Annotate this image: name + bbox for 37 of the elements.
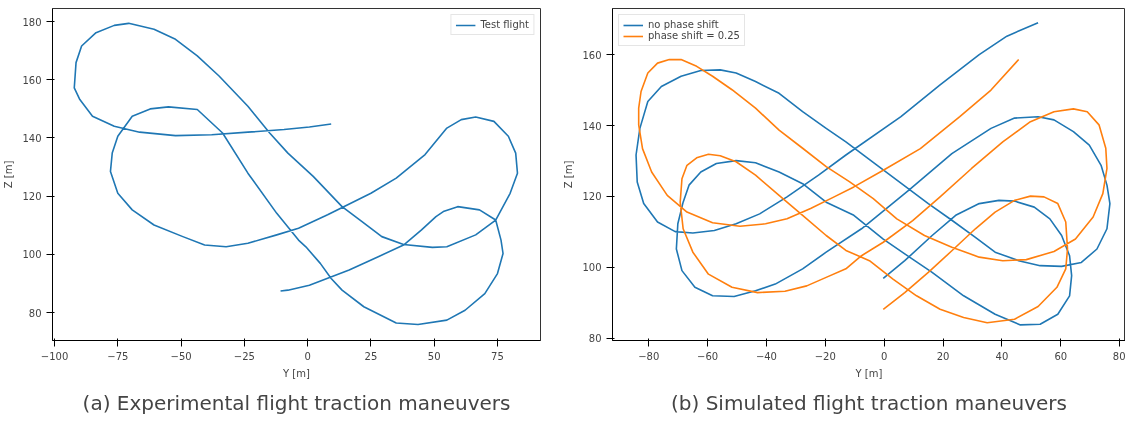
x-tick-label: 80 [1112,350,1125,362]
y-tick-label: 100 [582,262,602,274]
y-tick-label: 160 [22,74,42,86]
y-axis-title: Z [m] [3,160,15,189]
y-tick-label: 120 [22,191,42,203]
y-axis-title: Z [m] [563,160,575,189]
x-tick-label: 0 [304,350,311,362]
legend-label: phase shift = 0.25 [648,30,740,41]
text: (a) Experimental flight traction maneuvers [82,390,511,415]
x-tick-label: −80 [638,350,660,362]
y-tick-label: 80 [588,333,602,345]
x-tick-label: −50 [170,350,192,362]
x-tick-label: −40 [755,350,777,362]
x-tick-label: −60 [697,350,719,362]
x-tick-label: 60 [1054,350,1068,362]
text: (b) Simulated flight traction maneuvers [671,390,1067,415]
x-tick-label: 25 [364,350,378,362]
x-tick-label: 0 [880,350,888,362]
x-tick-label: −75 [107,350,129,362]
y-tick-label: 160 [582,49,602,61]
y-tick-label: 100 [22,249,42,261]
x-tick-label: −25 [233,350,255,362]
y-tick-label: 140 [582,120,602,132]
x-tick-label: 75 [491,350,504,362]
x-tick-label: −20 [814,350,836,362]
y-tick-label: 180 [22,16,42,28]
x-axis-title: Y [m] [854,367,883,379]
legend-label: no phase shift [648,19,719,30]
legend-label: Test flight [480,19,529,30]
y-tick-label: 140 [22,132,42,144]
x-tick-label: 40 [995,350,1009,362]
x-axis-title: Y [m] [282,367,311,379]
y-tick-label: 120 [582,191,602,203]
x-tick-label: 20 [936,350,950,362]
x-tick-label: 50 [427,350,441,362]
x-tick-label: −100 [40,350,69,362]
y-tick-label: 80 [28,307,42,319]
